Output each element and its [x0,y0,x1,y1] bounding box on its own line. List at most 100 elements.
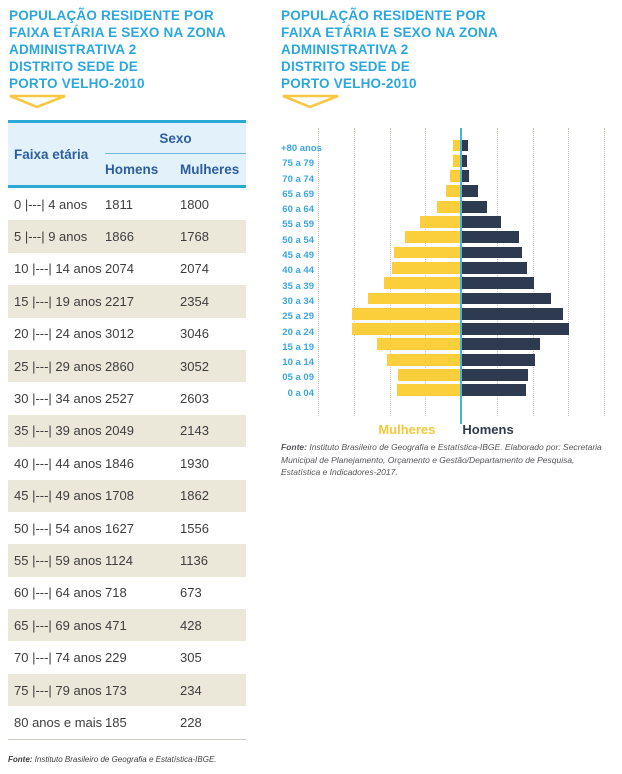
population-pyramid-chart: +80 anos 75 a 79 70 a 74 65 a 69 60 a 64 55 a… [281,128,611,424]
age-range-cell: 40 |---| 44 anos [14,455,102,471]
pyramid-bar-mulheres [397,369,461,381]
table-row: 70 |---| 74 anos 229 305 [8,641,246,673]
mulheres-value-cell: 305 [180,650,202,666]
homens-value-cell: 718 [105,585,127,601]
age-range-cell: 5 |---| 9 anos [14,229,88,245]
table-row: 10 |---| 14 anos 2074 2074 [8,253,246,285]
homens-value-cell: 2527 [105,391,134,407]
homens-value-cell: 173 [105,682,127,698]
pyramid-row [318,276,604,291]
age-range-cell: 45 |---| 49 anos [14,488,102,504]
right-title: POPULAÇÃO RESIDENTE POR FAIXA ETÁRIA E S… [281,8,498,91]
pyramid-row [318,153,604,168]
pyramid-row [318,245,604,260]
center-axis-line [460,128,462,424]
age-range-cell: 80 anos e mais [14,714,103,730]
age-range-cell: 70 |---| 74 anos [14,650,102,666]
pyramid-row [318,138,604,153]
age-axis-label: +80 anos [281,143,322,154]
pyramid-bar-homens [461,261,527,274]
table-header: Faixa etária Sexo Homens Mulheres [8,123,246,188]
table-row: 25 |---| 29 anos 2860 3052 [8,349,246,383]
pyramid-bar-homens [461,216,502,228]
pyramid-bar-homens [461,231,520,244]
pyramid-bar-homens [461,338,541,351]
right-source-text: Instituto Brasileiro de Geografia e Esta… [281,442,602,477]
homens-value-cell: 2049 [105,423,134,439]
table-row: 5 |---| 9 anos 1866 1768 [8,220,246,253]
age-axis-label: 40 a 44 [282,265,314,277]
pyramid-bar-homens [461,185,478,198]
pyramid-bar-mulheres [386,353,461,366]
age-axis-label: 50 a 54 [282,234,314,246]
pyramid-row [318,199,604,214]
pyramid-bar-mulheres [452,139,461,152]
mulheres-value-cell: 3046 [180,326,209,342]
homens-value-cell: 1708 [105,488,134,504]
table-row: 15 |---| 19 anos 2217 2354 [8,285,246,318]
col-group-header-sexo: Sexo [105,123,246,154]
legend-mulheres: Mulheres [378,422,436,437]
mulheres-value-cell: 3052 [180,358,209,374]
pyramid-bar-homens [461,307,564,320]
table-row: 0 |---| 4 anos 1811 1800 [8,188,246,220]
table-row: 45 |---| 49 anos 1708 1862 [8,479,246,512]
age-range-cell: 30 |---| 34 anos [14,391,102,407]
mulheres-value-cell: 1930 [180,455,209,471]
pyramid-bar-homens [461,139,468,152]
down-triangle-icon [9,94,66,109]
mulheres-value-cell: 1800 [180,196,209,212]
age-axis-label: 60 a 64 [282,204,314,216]
down-triangle-icon [282,94,339,109]
pyramid-row [318,306,604,321]
gridline [318,128,319,416]
pyramid-row [318,291,604,306]
table-row: 40 |---| 44 anos 1846 1930 [8,447,246,479]
pyramid-row [318,230,604,245]
mulheres-value-cell: 228 [180,714,202,730]
age-axis-label: 20 a 24 [282,326,314,338]
pyramid-bar-mulheres [367,292,461,305]
pyramid-bar-mulheres [445,185,461,198]
mulheres-value-cell: 1862 [180,488,209,504]
age-range-cell: 15 |---| 19 anos [14,293,102,309]
age-axis-label: 65 a 69 [282,188,314,200]
age-range-cell: 0 |---| 4 anos [14,196,88,212]
age-range-cell: 50 |---| 54 anos [14,520,102,536]
table-row: 75 |---| 79 anos 173 234 [8,673,246,707]
pyramid-bar-homens [461,384,526,397]
pyramid-bar-mulheres [420,216,461,228]
age-axis-label: 0 a 04 [287,387,314,399]
homens-value-cell: 2860 [105,358,134,374]
pyramid-bars [318,138,604,398]
table-row: 20 |---| 24 anos 3012 3046 [8,318,246,350]
gridline [389,128,391,416]
table-row: 80 anos e mais 185 228 [8,706,246,738]
left-source-note: Fonte: Instituto Brasileiro de Geografia… [8,755,217,764]
pyramid-row [318,260,604,275]
age-axis-labels: +80 anos 75 a 79 70 a 74 65 a 69 60 a 64 55 a… [281,141,322,401]
pyramid-row [318,367,604,382]
age-range-cell: 60 |---| 64 anos [14,585,102,601]
pyramid-bar-mulheres [450,170,461,182]
pyramid-bar-homens [461,292,552,305]
age-range-cell: 25 |---| 29 anos [14,358,102,374]
mulheres-value-cell: 2074 [180,261,209,277]
pyramid-bar-homens [461,323,569,335]
col-header-mulheres: Mulheres [180,162,240,177]
pyramid-bar-mulheres [405,231,461,244]
homens-value-cell: 471 [105,617,127,633]
age-range-cell: 55 |---| 59 anos [14,552,102,568]
homens-value-cell: 1627 [105,520,134,536]
age-range-cell: 10 |---| 14 anos [14,261,102,277]
pyramid-bar-homens [461,170,470,182]
age-axis-label: 45 a 49 [282,250,314,262]
pyramid-row [318,383,604,398]
homens-value-cell: 185 [105,714,127,730]
pyramid-row [318,169,604,184]
pyramid-plot [318,128,605,424]
table-row: 50 |---| 54 anos 1627 1556 [8,512,246,544]
table-row: 60 |---| 64 anos 718 673 [8,577,246,609]
age-axis-label: 30 a 34 [282,295,314,307]
